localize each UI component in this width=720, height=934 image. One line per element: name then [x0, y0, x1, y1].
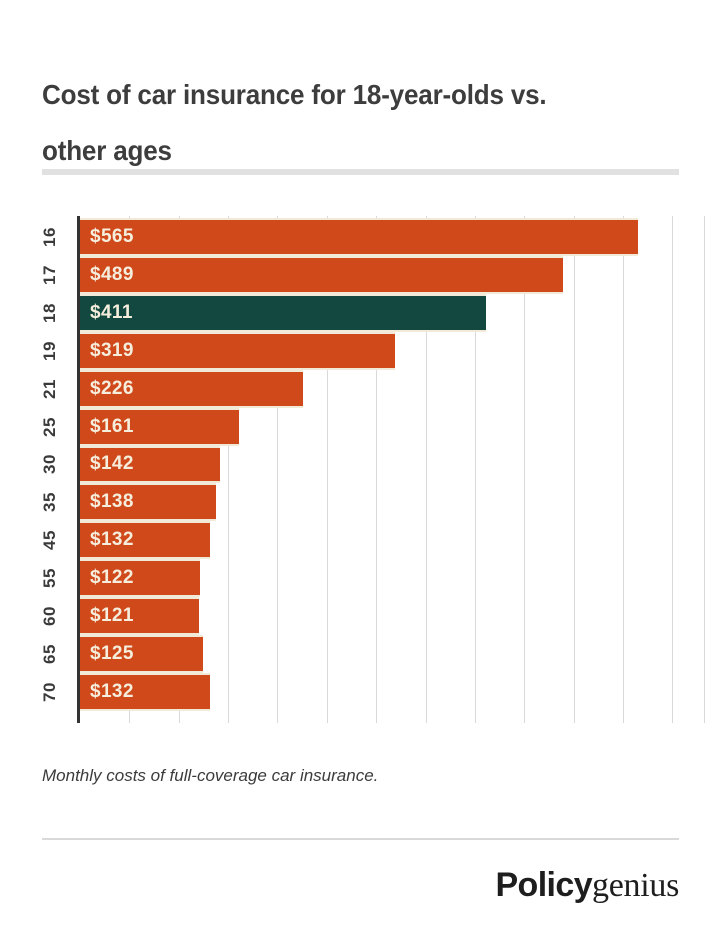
- y-axis-tick-label: 16: [28, 220, 72, 254]
- bar-value-label: $121: [90, 605, 134, 627]
- age-label-text: 70: [39, 682, 59, 702]
- bar: $161: [80, 409, 239, 444]
- age-label-text: 65: [39, 644, 59, 665]
- policygenius-logo: Policygenius: [495, 866, 679, 905]
- gridline: [623, 216, 625, 723]
- bar-row: 25 $161: [40, 409, 704, 448]
- bar-value-label: $132: [90, 529, 134, 551]
- gridline: [376, 216, 378, 723]
- bar-row: 65 $125: [40, 637, 704, 675]
- bar-value-label: $565: [90, 225, 134, 247]
- bar: $226: [80, 371, 304, 406]
- age-label-text: 25: [39, 416, 59, 437]
- bar-row: 60 $121: [40, 599, 704, 637]
- title-divider: [42, 169, 679, 175]
- gridline: [573, 216, 575, 723]
- bar-row: 55 $122: [40, 561, 704, 599]
- age-label-text: 21: [39, 378, 59, 399]
- gridline: [326, 216, 328, 723]
- age-label-text: 16: [39, 226, 59, 247]
- page-title-line1: Cost of car insurance for 18-year-olds v…: [42, 78, 547, 110]
- bar-row: 35 $138: [40, 485, 704, 523]
- bar-value-label: $161: [90, 415, 134, 437]
- bar-value-label: $411: [90, 301, 133, 323]
- footer-divider: [42, 838, 679, 840]
- y-axis-tick-label: 30: [28, 448, 72, 482]
- y-axis-tick-label: 25: [28, 410, 72, 444]
- age-label-text: 55: [39, 568, 59, 589]
- age-label-text: 35: [39, 492, 59, 513]
- y-axis-tick-label: 21: [28, 372, 72, 406]
- bar-row: 16 $565: [40, 220, 704, 258]
- bar-row: 21 $226: [40, 371, 704, 410]
- bar-rows: 16 $565 17 $489 18 $411 19 $319 21 $226 25 $161 30 $1…: [40, 220, 704, 713]
- bar-value-label: $489: [90, 263, 134, 285]
- bar-row: 17 $489: [40, 257, 704, 296]
- bar-highlighted-age-18: $411: [80, 295, 486, 330]
- bar-value-label: $138: [90, 491, 134, 513]
- logo-text-bold: Policy: [495, 866, 593, 904]
- gridline: [474, 216, 476, 723]
- gridline: [277, 216, 279, 723]
- bar: $319: [80, 333, 395, 368]
- logo-text-serif: genius: [592, 867, 679, 904]
- page-title: Cost of car insurance for 18-year-olds v…: [42, 67, 547, 179]
- bar-value-label: $319: [90, 339, 134, 361]
- bar: $132: [80, 523, 211, 558]
- age-label-text: 30: [39, 454, 59, 475]
- bar-value-label: $132: [90, 681, 134, 703]
- bar: $489: [80, 257, 563, 292]
- bar-row: 30 $142: [40, 447, 704, 486]
- bar: $132: [80, 675, 211, 709]
- bar: $121: [80, 599, 200, 634]
- y-axis-tick-label: 70: [28, 675, 72, 709]
- y-axis-tick-label: 60: [28, 599, 72, 633]
- bar-row: 18 $411: [40, 295, 704, 334]
- y-axis-tick-label: 45: [28, 523, 72, 557]
- y-axis-tick-label: 18: [28, 296, 72, 330]
- bar-value-label: $142: [90, 453, 134, 475]
- y-axis-tick-label: 35: [28, 485, 72, 519]
- bar-row: 70 $132: [40, 675, 704, 713]
- bar-value-label: $226: [90, 377, 134, 399]
- gridline: [425, 216, 427, 723]
- y-axis-tick-label: 65: [28, 637, 72, 671]
- bar: $565: [80, 220, 638, 254]
- chart-caption: Monthly costs of full-coverage car insur…: [42, 766, 379, 785]
- bar-value-label: $122: [90, 567, 134, 589]
- bar: $138: [80, 485, 217, 520]
- page-title-line2: other ages: [42, 134, 172, 166]
- age-label-text: 19: [39, 340, 59, 361]
- y-axis-tick-label: 55: [28, 561, 72, 595]
- y-axis-tick-label: 17: [28, 258, 72, 292]
- bar-value-label: $125: [90, 643, 134, 665]
- bar-row: 19 $319: [40, 333, 704, 372]
- bar: $125: [80, 637, 204, 672]
- y-axis-tick-label: 19: [28, 334, 72, 368]
- gridline: [228, 216, 230, 723]
- bar: $122: [80, 561, 201, 596]
- gridline: [524, 216, 526, 723]
- gridline-right-edge: [704, 216, 705, 723]
- y-axis-line: [77, 216, 80, 723]
- bar-chart: 16 $565 17 $489 18 $411 19 $319 21 $226 25 $161 30 $1…: [40, 216, 705, 723]
- gridline: [672, 216, 674, 723]
- age-label-text: 45: [39, 530, 59, 551]
- bar: $142: [80, 447, 221, 482]
- bar-row: 45 $132: [40, 523, 704, 561]
- age-label-text: 18: [39, 302, 59, 323]
- age-label-text: 17: [39, 264, 59, 285]
- age-label-text: 60: [39, 606, 59, 627]
